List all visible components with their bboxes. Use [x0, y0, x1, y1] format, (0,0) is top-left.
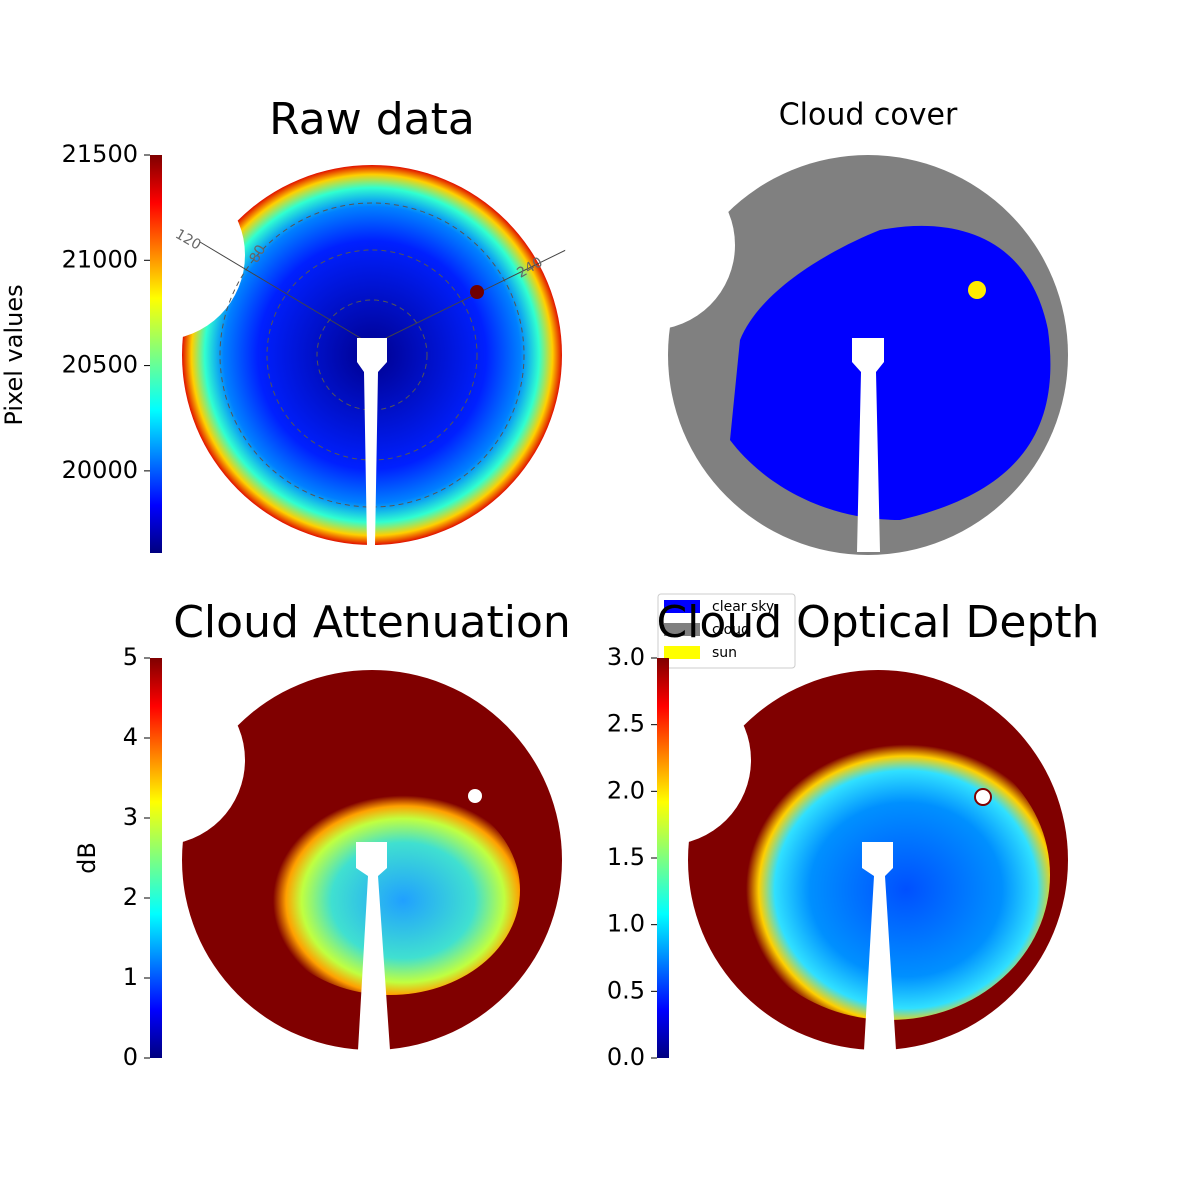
panel-title: Cloud Attenuation [173, 597, 571, 648]
colorbar-tick-label: 2 [123, 883, 138, 911]
colorbar-tick-label: 1.0 [607, 910, 645, 938]
colorbar-tick-label: 21500 [62, 140, 138, 168]
panel-title: Cloud Optical Depth [656, 597, 1099, 648]
colorbar [657, 658, 669, 1058]
colorbar-tick-label: 3.0 [607, 643, 645, 671]
colorbar-tick-label: 0 [123, 1043, 138, 1071]
colorbar [150, 155, 162, 553]
raw-image [75, 165, 573, 545]
colorbar-tick-label: 4 [123, 723, 138, 751]
colorbar-tick-label: 5 [123, 643, 138, 671]
legend-swatch [664, 623, 700, 636]
panel-title: Raw data [269, 94, 475, 145]
colorbar-tick-label: 2.0 [607, 776, 645, 804]
colorbar-label: Pixel values [0, 284, 28, 425]
legend-label: cloud [712, 622, 750, 638]
attenuation-image [75, 670, 562, 1050]
colorbar-label: dB [73, 842, 101, 874]
cloud-mask-image [565, 155, 1068, 555]
optical-depth-image [581, 670, 1068, 1050]
colorbar-tick-label: 20500 [62, 351, 138, 379]
colorbar [150, 658, 162, 1058]
legend-label: clear sky [712, 599, 774, 615]
polar-label: 80 [247, 242, 270, 265]
colorbar-tick-label: 0.5 [607, 976, 645, 1004]
legend-label: sun [712, 645, 737, 661]
legend-swatch [664, 646, 700, 659]
colorbar-tick-label: 3 [123, 803, 138, 831]
colorbar-tick-label: 21000 [62, 245, 138, 273]
panel-title: Cloud cover [779, 98, 958, 133]
colorbar-tick-label: 2.5 [607, 710, 645, 738]
colorbar-tick-label: 0.0 [607, 1043, 645, 1071]
colorbar-tick-label: 1.5 [607, 843, 645, 871]
colorbar-tick-label: 20000 [62, 456, 138, 484]
colorbar-tick-label: 1 [123, 963, 138, 991]
legend-swatch [664, 600, 700, 613]
